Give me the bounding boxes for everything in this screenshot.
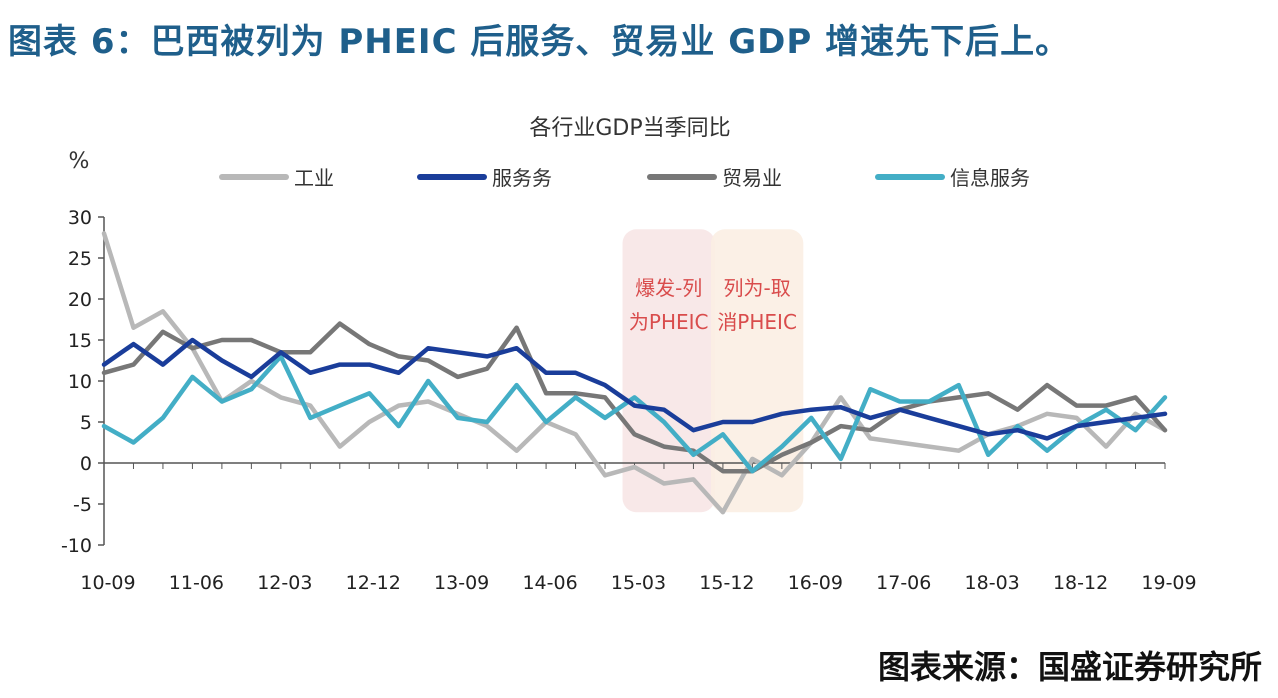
legend-label: 服务务: [492, 166, 552, 190]
x-axis: 10-09 11-06 12-03 12-12 13-09 14-06 15-03 15-12…: [80, 462, 1197, 594]
chart-container: 各行业GDP当季同比 % 工业 服务务 贸易业 信息服务 爆发-列为PHEIC 列为-取…: [0, 95, 1250, 615]
legend-label: 工业: [294, 166, 334, 190]
series-line-3: [101, 354, 1168, 474]
y-tick-label: 5: [80, 412, 92, 434]
x-tick-label: 18-12: [1053, 572, 1108, 594]
y-tick-label: -10: [61, 535, 92, 557]
x-tick-label: 14-06: [522, 572, 577, 594]
x-tick-label: 11-06: [169, 572, 224, 594]
legend: 工业 服务务 贸易业 信息服务: [219, 166, 1030, 190]
legend-label: 信息服务: [950, 166, 1030, 190]
y-tick-label: 10: [68, 371, 92, 393]
annotation-label: 为PHEIC: [629, 310, 709, 334]
figure-title: 图表 6：巴西被列为 PHEIC 后服务、贸易业 GDP 增速先下后上。: [8, 22, 1071, 62]
x-tick-label: 17-06: [876, 572, 931, 594]
y-tick-label: 0: [80, 453, 92, 475]
source-note: 图表来源：国盛证券研究所: [877, 648, 1262, 686]
y-tick-label: 15: [68, 330, 92, 352]
x-tick-label: 15-12: [699, 572, 754, 594]
y-axis: 30 25 20 15 10 5 0 -5 -10: [61, 207, 105, 557]
x-tick-label: 13-09: [434, 572, 489, 594]
annotation-label: 列为-取: [724, 276, 791, 300]
x-tick-label: 18-03: [965, 572, 1020, 594]
annotation-band: [710, 229, 804, 513]
y-tick-label: 30: [68, 207, 92, 229]
annotation-band: [622, 229, 715, 513]
x-tick-label: 19-09: [1141, 572, 1196, 594]
chart-title: 各行业GDP当季同比: [529, 116, 730, 141]
x-tick-label: 12-03: [257, 572, 312, 594]
x-tick-label: 15-03: [611, 572, 666, 594]
annotation-label: 爆发-列: [635, 276, 702, 300]
x-tick-label: 16-09: [788, 572, 843, 594]
annotation-label: 消PHEIC: [717, 310, 797, 334]
x-tick-label: 12-12: [346, 572, 401, 594]
legend-label: 贸易业: [722, 166, 782, 190]
series-lines: [101, 231, 1168, 515]
y-tick-label: -5: [73, 494, 92, 516]
y-tick-label: 25: [68, 248, 92, 270]
y-tick-label: 20: [68, 289, 92, 311]
series-line-1: [101, 337, 1168, 441]
x-tick-label: 10-09: [80, 572, 135, 594]
y-axis-unit: %: [69, 149, 90, 174]
